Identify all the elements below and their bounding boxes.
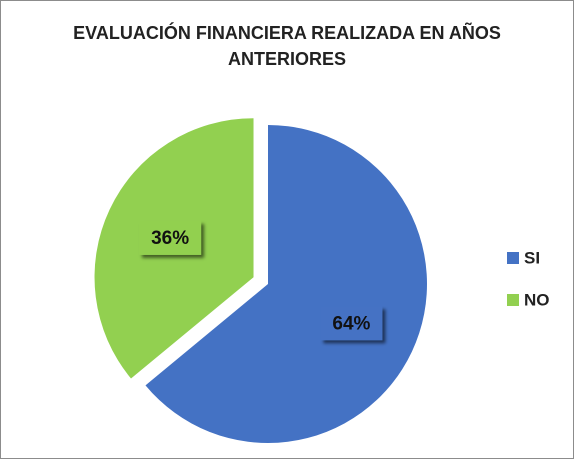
pie-slice [145, 125, 427, 444]
legend-swatch [507, 252, 519, 264]
data-label: 64% [332, 313, 370, 334]
data-label-box [139, 220, 202, 255]
legend-swatch [507, 294, 519, 306]
legend-label: NO [524, 290, 550, 309]
data-label-box [320, 306, 383, 341]
data-label: 36% [151, 228, 189, 249]
chart-title: EVALUACIÓN FINANCIERA REALIZADA EN AÑOS … [73, 23, 501, 69]
legend-label: SI [524, 248, 540, 267]
